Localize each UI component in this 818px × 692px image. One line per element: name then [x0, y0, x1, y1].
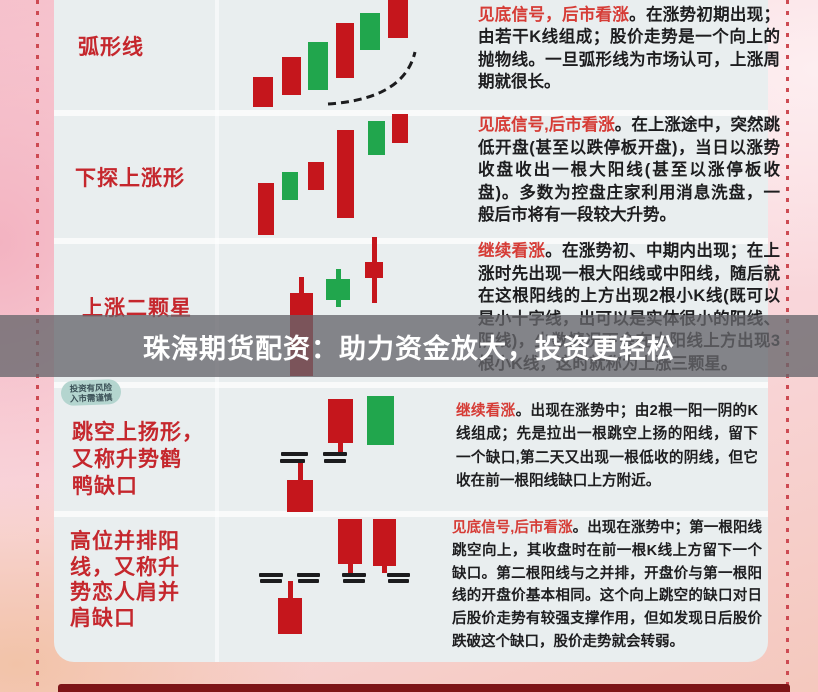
pattern-description: 继续看涨。出现在涨势中；由2根一阳一阴的K线组成；先是拉出一根跳空上扬的阳线，留… [456, 400, 758, 494]
signal-label: 继续看涨 [456, 403, 516, 419]
signal-label: 见底信号，后市看涨 [478, 6, 630, 24]
description-text: 。出现在涨势中；由2根一阳一阴的K线组成；先是拉出一根跳空上扬的阳线，留下一个缺… [456, 403, 758, 490]
description-text: 。出现在涨势中；第一根阳线跳空向上，其收盘时在前一根K线上方留下一个缺口。第二根… [452, 520, 763, 650]
risk-disclaimer-badge: 投资有风险 入市需谨慎 [60, 378, 122, 407]
pattern-description: 见底信号,后市看涨。出现在涨势中；第一根阳线跳空向上，其收盘时在前一根K线上方留… [452, 517, 762, 654]
row-divider [54, 511, 768, 517]
row-divider [54, 238, 768, 244]
watermark-band: 珠海期货配资：助力资金放大，投资更轻松 [0, 315, 818, 377]
pattern-name-two-stars: 上涨二颗星 [82, 297, 192, 320]
signal-label: 见底信号,后市看涨 [478, 116, 615, 134]
description-text: 。在上涨途中，突然跳低开盘(甚至以跌停板开盘)，当日以涨势收盘收出一根大阳线(甚… [478, 116, 781, 224]
row-divider [54, 110, 768, 116]
pattern-description: 见底信号，后市看涨。在涨势初期出现；由若干K线组成；股价走势是一个向上的抛物线。… [478, 4, 780, 94]
pattern-name-side-by-side: 高位并排阳 线，又称升 势恋人肩并 肩缺口 [70, 530, 180, 630]
bottom-bar [58, 684, 790, 692]
watermark-text: 珠海期货配资：助力资金放大，投资更轻松 [143, 333, 675, 364]
pattern-name-gap-up: 跳空上扬形， 又称升势鹤 鸭缺口 [72, 421, 204, 498]
pattern-name-arc-line: 弧形线 [78, 36, 144, 59]
signal-label: 继续看涨 [478, 242, 546, 260]
pattern-description: 见底信号,后市看涨。在上涨途中，突然跳低开盘(甚至以跌停板开盘)，当日以涨势收盘… [478, 114, 780, 227]
description-text: 。在涨势初期出现；由若干K线组成；股价走势是一个向上的抛物线。一旦弧形线为市场认… [478, 6, 781, 92]
row-divider [54, 382, 768, 388]
signal-label: 见底信号,后市看涨 [452, 520, 573, 536]
pattern-name-dip-rise: 下探上涨形 [75, 167, 185, 190]
